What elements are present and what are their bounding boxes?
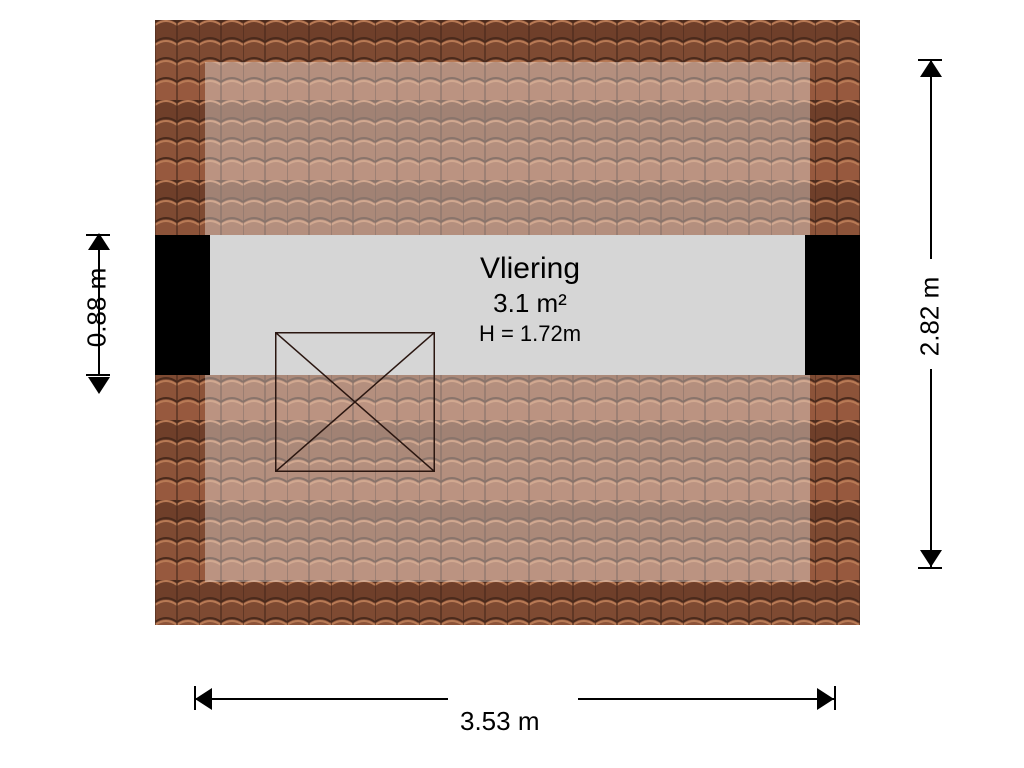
room-height: H = 1.72m	[430, 321, 630, 347]
gable-wall-left	[155, 235, 210, 375]
floorplan-canvas: Vliering 3.1 m² H = 1.72m 3.53 m 2.82 m …	[0, 0, 1024, 768]
room-area: 3.1 m²	[430, 288, 630, 319]
dimension-left-label: 0.88 m	[82, 233, 113, 383]
dimension-right-label: 2.82 m	[915, 267, 946, 367]
gable-wall-right	[805, 235, 860, 375]
room-name: Vliering	[430, 252, 630, 286]
room-label: Vliering 3.1 m² H = 1.72m	[430, 252, 630, 347]
dimension-bottom-label: 3.53 m	[460, 706, 540, 737]
